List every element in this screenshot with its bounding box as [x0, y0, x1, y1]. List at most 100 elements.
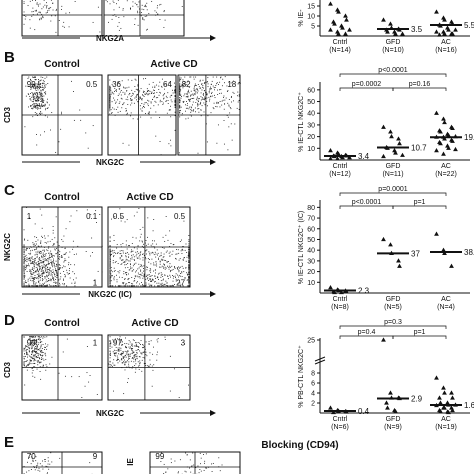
event-dot	[34, 285, 36, 287]
event-dot	[38, 274, 40, 276]
event-dot	[113, 240, 115, 241]
event-dot	[36, 247, 38, 249]
event-dot	[48, 7, 50, 9]
event-dot	[141, 370, 143, 372]
event-dot	[227, 90, 229, 92]
event-dot	[140, 96, 142, 98]
event-dot	[172, 89, 173, 91]
event-dot	[121, 107, 123, 109]
event-dot	[63, 261, 65, 263]
event-dot	[49, 252, 51, 254]
event-dot	[25, 345, 27, 347]
event-dot	[166, 282, 168, 284]
event-dot	[188, 269, 190, 271]
event-dot	[154, 85, 156, 87]
event-dot	[33, 366, 35, 368]
event-dot	[39, 336, 41, 338]
event-dot	[133, 256, 135, 258]
event-dot	[50, 278, 52, 280]
event-dot	[40, 240, 42, 242]
event-dot	[29, 355, 30, 357]
event-dot	[45, 255, 47, 257]
event-dot	[33, 99, 35, 101]
group-name: GFD	[386, 416, 401, 423]
event-dot	[68, 262, 70, 264]
event-dot	[139, 252, 141, 254]
event-dot	[126, 0, 128, 2]
event-dot	[125, 256, 127, 258]
event-dot	[34, 257, 36, 259]
event-dot	[30, 86, 32, 88]
event-dot	[44, 352, 46, 354]
event-dot	[133, 355, 135, 357]
event-dot	[122, 341, 123, 343]
event-dot	[198, 472, 200, 474]
event-dot	[30, 78, 32, 80]
event-dot	[73, 279, 74, 281]
event-dot	[40, 358, 42, 360]
event-dot	[157, 285, 158, 287]
event-dot	[33, 359, 35, 361]
event-dot	[30, 454, 32, 455]
event-dot	[179, 282, 181, 284]
event-dot	[174, 267, 176, 269]
event-dot	[164, 336, 166, 338]
event-dot	[110, 87, 112, 89]
event-dot	[128, 256, 130, 258]
event-dot	[69, 277, 71, 279]
event-dot	[185, 243, 187, 245]
event-dot	[124, 356, 125, 358]
event-dot	[182, 259, 184, 261]
event-dot	[46, 348, 48, 350]
event-dot	[37, 99, 39, 101]
event-dot	[148, 83, 150, 85]
event-dot	[169, 271, 171, 273]
event-dot	[197, 105, 199, 107]
event-dot	[230, 97, 232, 98]
event-dot	[159, 263, 161, 265]
event-dot	[36, 273, 38, 275]
event-dot	[189, 101, 191, 103]
data-point	[332, 289, 337, 295]
event-dot	[143, 363, 145, 364]
event-dot	[144, 250, 146, 252]
event-dot	[163, 263, 165, 265]
event-dot	[174, 275, 176, 277]
y-tick-label: 10	[307, 14, 315, 21]
event-dot	[130, 8, 131, 10]
event-dot	[154, 269, 156, 271]
event-dot	[23, 283, 25, 285]
event-dot	[191, 466, 193, 467]
event-dot	[174, 91, 176, 92]
event-dot	[56, 271, 57, 273]
event-dot	[125, 273, 127, 275]
event-dot	[41, 349, 43, 351]
event-dot	[45, 107, 47, 109]
event-dot	[186, 256, 188, 258]
event-dot	[174, 460, 176, 462]
event-dot	[51, 255, 53, 257]
event-dot	[126, 360, 128, 362]
event-dot	[159, 99, 161, 101]
event-dot	[121, 344, 123, 346]
event-dot	[217, 102, 219, 104]
event-dot	[188, 250, 190, 252]
event-dot	[142, 285, 144, 287]
event-dot	[43, 256, 45, 257]
event-dot	[51, 238, 53, 240]
event-dot	[39, 268, 41, 270]
event-dot	[162, 285, 164, 287]
event-dot	[44, 346, 46, 348]
event-dot	[55, 216, 57, 218]
event-dot	[109, 268, 111, 270]
event-dot	[109, 237, 111, 239]
event-dot	[23, 277, 25, 279]
event-dot	[167, 265, 168, 267]
event-dot	[47, 258, 49, 260]
data-point	[328, 27, 333, 32]
event-dot	[120, 94, 122, 96]
event-dot	[41, 214, 43, 216]
event-dot	[188, 241, 190, 243]
event-dot	[25, 355, 26, 357]
event-dot	[36, 352, 38, 354]
